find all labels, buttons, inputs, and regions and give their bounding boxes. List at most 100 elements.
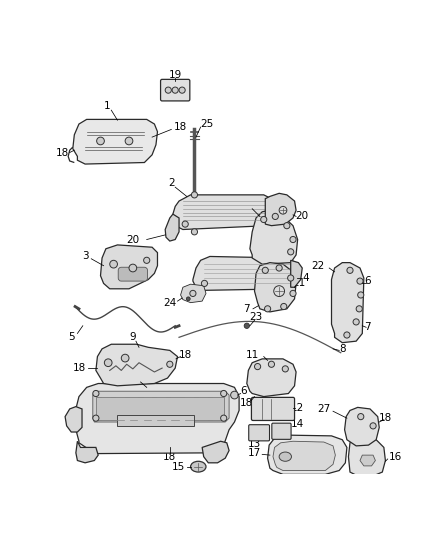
- Circle shape: [190, 290, 196, 296]
- Circle shape: [279, 206, 287, 214]
- FancyBboxPatch shape: [118, 267, 148, 281]
- Circle shape: [290, 237, 296, 243]
- Text: 18: 18: [179, 350, 192, 360]
- Circle shape: [281, 303, 287, 310]
- Circle shape: [268, 361, 275, 367]
- Text: 4: 4: [303, 273, 309, 283]
- Polygon shape: [180, 284, 206, 303]
- Circle shape: [358, 292, 364, 298]
- Circle shape: [284, 223, 290, 229]
- Polygon shape: [100, 245, 158, 289]
- Text: 3: 3: [82, 252, 88, 262]
- Text: 24: 24: [163, 297, 177, 308]
- Polygon shape: [291, 260, 302, 287]
- Text: 11: 11: [246, 350, 259, 360]
- Circle shape: [288, 249, 294, 255]
- Text: 10: 10: [125, 373, 138, 383]
- Text: 18: 18: [174, 122, 187, 132]
- Circle shape: [353, 319, 359, 325]
- Polygon shape: [250, 210, 298, 264]
- Circle shape: [344, 332, 350, 338]
- Circle shape: [172, 87, 178, 93]
- Circle shape: [97, 137, 104, 145]
- Polygon shape: [202, 441, 229, 463]
- Text: 16: 16: [389, 451, 402, 462]
- Circle shape: [254, 364, 261, 370]
- FancyBboxPatch shape: [161, 79, 190, 101]
- Polygon shape: [76, 441, 98, 463]
- Polygon shape: [193, 256, 299, 290]
- Circle shape: [290, 290, 296, 296]
- Circle shape: [191, 229, 198, 235]
- Circle shape: [261, 216, 267, 223]
- Text: 6: 6: [244, 201, 250, 212]
- Polygon shape: [65, 407, 82, 432]
- Text: 2: 2: [168, 179, 175, 188]
- Circle shape: [265, 306, 271, 312]
- Text: 7: 7: [364, 322, 371, 332]
- Text: 12: 12: [291, 403, 304, 413]
- Text: 15: 15: [172, 462, 185, 472]
- Text: 7: 7: [244, 304, 250, 314]
- Text: 20: 20: [296, 212, 309, 221]
- Circle shape: [191, 192, 198, 198]
- Circle shape: [274, 286, 285, 296]
- Circle shape: [182, 221, 188, 227]
- Circle shape: [358, 414, 364, 419]
- Text: 22: 22: [311, 261, 324, 271]
- Circle shape: [347, 267, 353, 273]
- Text: 5: 5: [68, 332, 74, 342]
- Circle shape: [221, 415, 227, 421]
- FancyBboxPatch shape: [251, 398, 294, 421]
- Circle shape: [276, 265, 282, 271]
- Text: 18: 18: [379, 413, 392, 423]
- Circle shape: [144, 257, 150, 263]
- Text: 18: 18: [163, 451, 177, 462]
- Circle shape: [272, 213, 279, 220]
- Circle shape: [221, 391, 227, 397]
- Text: 17: 17: [248, 448, 261, 458]
- Text: 20: 20: [126, 235, 139, 245]
- Circle shape: [93, 391, 99, 397]
- Circle shape: [356, 306, 362, 312]
- Text: 8: 8: [339, 344, 346, 354]
- Polygon shape: [349, 438, 385, 476]
- Polygon shape: [96, 398, 224, 419]
- Ellipse shape: [191, 461, 206, 472]
- Polygon shape: [96, 344, 177, 386]
- Polygon shape: [265, 193, 296, 225]
- Text: 18: 18: [240, 398, 254, 408]
- Text: 9: 9: [130, 332, 136, 342]
- Circle shape: [357, 278, 363, 284]
- Circle shape: [121, 354, 129, 362]
- Text: 21: 21: [292, 278, 305, 288]
- Text: 14: 14: [291, 419, 304, 429]
- Polygon shape: [345, 407, 379, 446]
- Polygon shape: [93, 391, 229, 422]
- Circle shape: [186, 297, 190, 301]
- Circle shape: [231, 391, 238, 399]
- Circle shape: [110, 260, 117, 268]
- Polygon shape: [268, 435, 347, 474]
- Text: 6: 6: [364, 276, 371, 286]
- FancyBboxPatch shape: [272, 423, 291, 439]
- Polygon shape: [247, 359, 296, 397]
- Circle shape: [201, 280, 208, 287]
- Circle shape: [167, 361, 173, 367]
- Polygon shape: [76, 384, 239, 454]
- Text: 25: 25: [200, 119, 213, 129]
- Circle shape: [179, 87, 185, 93]
- FancyBboxPatch shape: [249, 425, 269, 441]
- Polygon shape: [273, 441, 336, 471]
- Polygon shape: [165, 214, 179, 241]
- Text: 27: 27: [317, 404, 330, 414]
- Polygon shape: [117, 415, 194, 426]
- Circle shape: [93, 415, 99, 421]
- Circle shape: [282, 366, 288, 372]
- Text: 18: 18: [72, 363, 85, 373]
- Text: 19: 19: [169, 70, 182, 80]
- Text: 1: 1: [103, 101, 110, 111]
- Polygon shape: [332, 263, 364, 343]
- Text: 23: 23: [249, 311, 263, 321]
- Circle shape: [370, 423, 376, 429]
